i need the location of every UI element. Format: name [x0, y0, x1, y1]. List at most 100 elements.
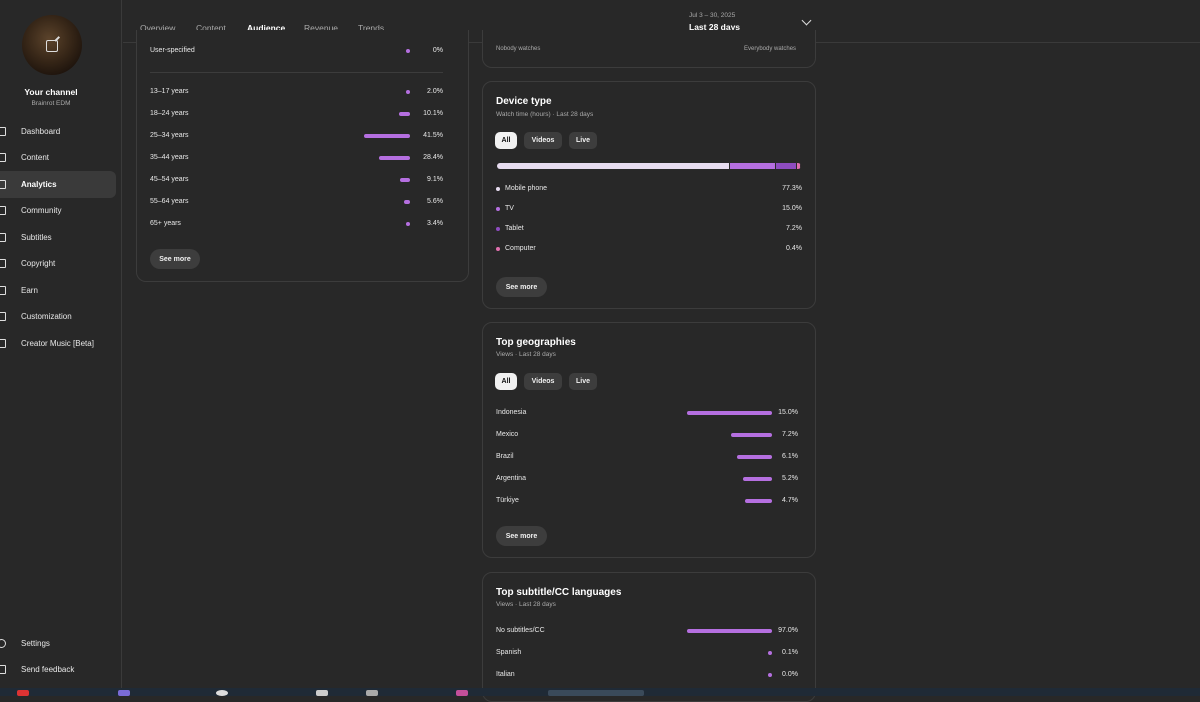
user-specified-value: 0% — [432, 47, 443, 54]
sidebar-nav: Dashboard Content Analytics Community Su… — [0, 118, 116, 357]
earn-icon — [0, 285, 6, 295]
see-more-button[interactable]: See more — [150, 249, 200, 269]
taskbar-app-icon[interactable] — [216, 690, 228, 696]
device-bar-segment — [797, 163, 801, 169]
geo-row-label: Brazil — [496, 453, 514, 460]
device-row-value: 77.3% — [782, 185, 802, 192]
external-link-icon[interactable] — [46, 40, 58, 52]
subtitle-row-bar — [687, 629, 772, 633]
sidebar-item-analytics[interactable]: Analytics — [0, 171, 116, 198]
legend-dot — [496, 227, 500, 231]
taskbar-app-icon[interactable] — [118, 690, 130, 696]
device-bar-segment — [497, 163, 731, 169]
device-row-value: 0.4% — [786, 245, 802, 252]
tab-content[interactable]: Content — [196, 23, 226, 33]
device-row-value: 7.2% — [786, 225, 802, 232]
copyright-icon — [0, 259, 6, 269]
taskbar-app-icon[interactable] — [316, 690, 328, 696]
age-gender-card: User-specified 0% 13–17 years 2.0% 18–24 y… — [136, 30, 469, 282]
sidebar-item-earn[interactable]: Earn — [0, 277, 116, 304]
sidebar-item-copyright[interactable]: Copyright — [0, 251, 116, 278]
chip-videos[interactable]: Videos — [524, 132, 562, 149]
see-more-button[interactable]: See more — [496, 277, 547, 297]
sidebar-item-label: Settings — [21, 638, 50, 648]
age-row-label: 65+ years — [150, 220, 181, 227]
chip-videos[interactable]: Videos — [524, 373, 562, 390]
sidebar-item-creator-music[interactable]: Creator Music [Beta] — [0, 330, 116, 357]
age-row-label: 45–54 years — [150, 176, 189, 183]
sidebar-item-label: Content — [21, 153, 50, 163]
chip-all[interactable]: All — [495, 132, 517, 149]
see-more-button[interactable]: See more — [496, 526, 547, 546]
sidebar-item-community[interactable]: Community — [0, 198, 116, 225]
top-geographies-card: Top geographies Views · Last 28 days All… — [482, 322, 816, 558]
card-title: Device type — [496, 96, 552, 107]
sidebar-item-customization[interactable]: Customization — [0, 304, 116, 331]
tab-audience[interactable]: Audience — [247, 23, 286, 33]
date-range-dates[interactable]: Jul 3 – 30, 2025 — [689, 12, 736, 19]
card-subtitle: Views · Last 28 days — [496, 351, 556, 358]
sidebar-item-settings[interactable]: Settings — [0, 630, 116, 657]
device-row-value: 15.0% — [782, 205, 802, 212]
age-row-bar — [378, 156, 410, 160]
geo-row-bar — [731, 433, 772, 437]
subtitle-row-label: Spanish — [496, 649, 522, 656]
chip-all[interactable]: All — [495, 373, 517, 390]
geo-row-value: 5.2% — [782, 475, 798, 482]
age-row-label: 55–64 years — [150, 198, 189, 205]
date-range-selector[interactable]: Last 28 days — [689, 22, 741, 32]
age-row-bar — [398, 112, 410, 116]
subtitles-icon — [0, 232, 6, 242]
taskbar-app-icon[interactable] — [17, 690, 29, 696]
sidebar-item-label: Creator Music [Beta] — [21, 338, 94, 348]
geo-row-bar — [742, 477, 772, 481]
tab-trends[interactable]: Trends — [358, 23, 385, 33]
channel-name: Brainrot EDM — [31, 100, 71, 107]
age-row-value: 5.6% — [427, 198, 443, 205]
sidebar-item-label: Copyright — [21, 259, 56, 269]
age-row-bar — [406, 90, 410, 94]
card-subtitle: Views · Last 28 days — [496, 601, 556, 608]
tab-revenue[interactable]: Revenue — [304, 23, 339, 33]
user-specified-dot — [406, 49, 410, 53]
tab-overview[interactable]: Overview — [140, 23, 176, 33]
gear-icon — [0, 638, 6, 648]
chip-live[interactable]: Live — [569, 132, 597, 149]
sidebar-item-content[interactable]: Content — [0, 145, 116, 172]
feedback-icon — [0, 665, 6, 675]
channel-title: Your channel — [24, 87, 78, 97]
taskbar-app-icon[interactable] — [366, 690, 378, 696]
sidebar-item-dashboard[interactable]: Dashboard — [0, 118, 116, 145]
sidebar-item-label: Analytics — [21, 179, 57, 189]
device-row-label: Tablet — [505, 225, 524, 232]
device-row-label: TV — [505, 205, 514, 212]
chip-live[interactable]: Live — [569, 373, 597, 390]
customization-icon — [0, 312, 6, 322]
card-subtitle: Watch time (hours) · Last 28 days — [496, 111, 594, 118]
sidebar-item-label: Community — [21, 206, 62, 216]
content-icon — [0, 153, 6, 163]
geo-row-bar — [687, 411, 772, 415]
age-row-label: 13–17 years — [150, 88, 189, 95]
age-row-bar — [399, 178, 410, 182]
sidebar: Your channel Brainrot EDM Dashboard Cont… — [0, 0, 122, 696]
taskbar-app-icon[interactable] — [456, 690, 468, 696]
sidebar-item-label: Dashboard — [21, 126, 61, 136]
top-subtitle-languages-card: Top subtitle/CC languages Views · Last 2… — [482, 572, 816, 702]
analytics-icon — [0, 179, 6, 189]
chevron-down-icon[interactable] — [801, 15, 812, 26]
subtitle-row-label: No subtitles/CC — [496, 627, 545, 634]
taskbar-active-app[interactable] — [548, 690, 644, 696]
geo-row-bar — [737, 455, 772, 459]
sidebar-item-send-feedback[interactable]: Send feedback — [0, 657, 116, 684]
device-row-label: Computer — [505, 245, 536, 252]
sidebar-item-label: Send feedback — [21, 665, 75, 675]
device-stacked-bar — [497, 163, 801, 169]
sidebar-item-subtitles[interactable]: Subtitles — [0, 224, 116, 251]
device-bar-segment — [775, 163, 798, 169]
geo-row-value: 6.1% — [782, 453, 798, 460]
age-row-bar — [403, 200, 410, 204]
creator-music-icon — [0, 338, 6, 348]
age-row-value: 41.5% — [423, 132, 443, 139]
geo-row-value: 7.2% — [782, 431, 798, 438]
